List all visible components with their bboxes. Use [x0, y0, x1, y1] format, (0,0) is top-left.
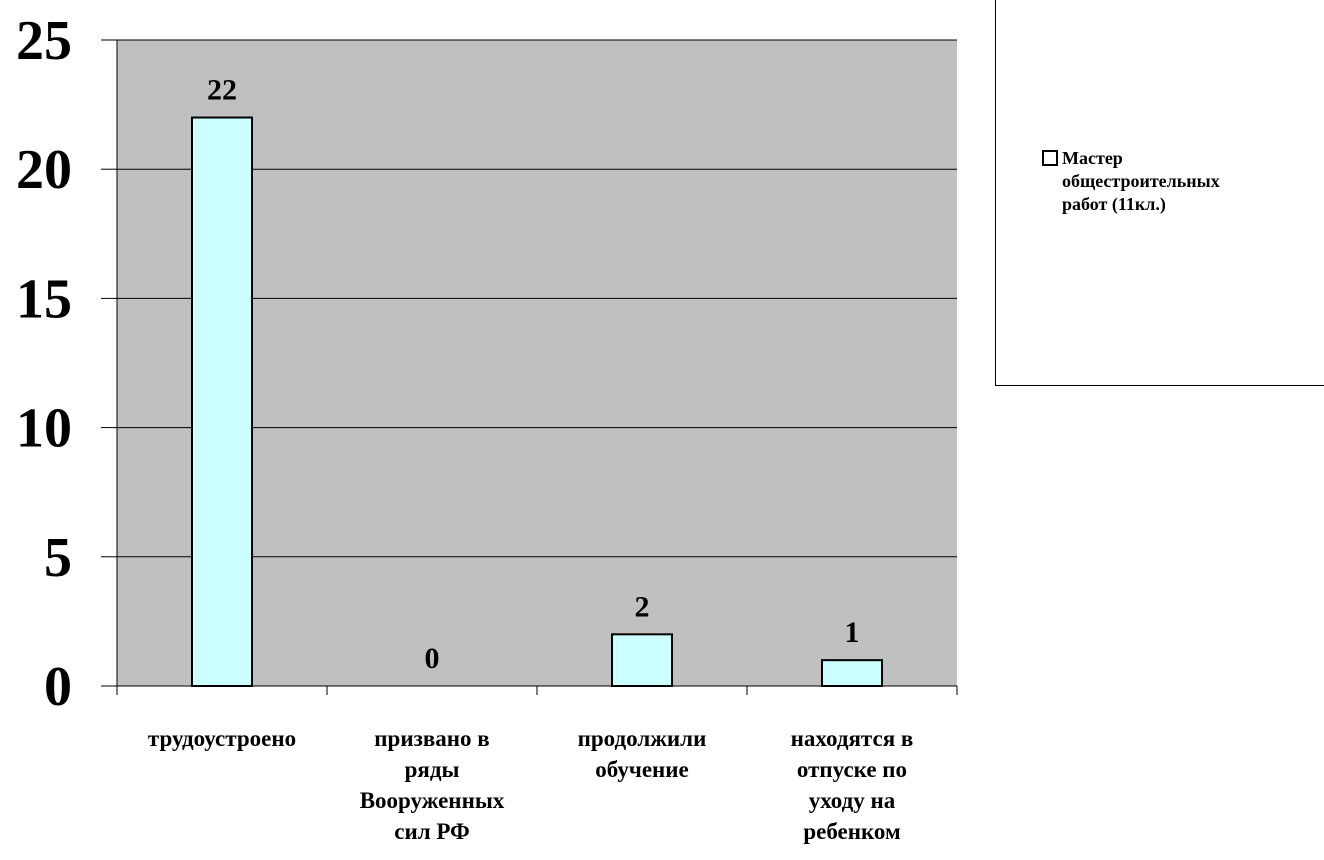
axes — [101, 39, 958, 695]
bars — [191, 116, 883, 688]
x-tick-label: продолжили обучение — [578, 726, 707, 782]
x-tick-label: призвано в ряды Вооруженных сил РФ — [360, 726, 505, 844]
data-label: 2 — [635, 590, 650, 623]
y-tick-label: 25 — [16, 10, 72, 72]
y-tick-label: 0 — [44, 656, 72, 718]
grid-lines — [117, 39, 957, 558]
y-tick-label: 20 — [16, 139, 72, 201]
data-label: 1 — [845, 616, 860, 649]
legend-label-line: Мастер — [1062, 148, 1123, 168]
data-label: 22 — [207, 74, 237, 107]
x-tick-label: находятся в отпуске по уходу на ребенком — [791, 726, 914, 844]
legend-label-line: работ (11кл.) — [1062, 194, 1166, 214]
bar — [191, 116, 253, 687]
data-label: 0 — [425, 642, 440, 675]
legend-swatch — [1042, 150, 1058, 166]
y-tick-label: 10 — [16, 398, 72, 460]
bar — [821, 659, 883, 687]
x-tick-label: трудоустроено — [148, 726, 296, 751]
y-tick-label: 15 — [16, 268, 72, 330]
plot-area — [117, 40, 957, 686]
bar — [611, 633, 673, 688]
legend: Мастер общестроительных работ (11кл.) — [995, 0, 1324, 386]
legend-label: Мастер общестроительных работ (11кл.) — [1062, 147, 1302, 216]
x-tick-labels: трудоустроено призвано в ряды Вооруженных си… — [148, 726, 913, 844]
data-labels: 22 0 2 1 — [207, 74, 860, 675]
y-tick-label: 5 — [44, 527, 72, 589]
y-tick-labels: 0 5 10 15 20 25 — [16, 10, 72, 718]
legend-item: Мастер общестроительных работ (11кл.) — [1042, 147, 1302, 216]
legend-label-line: общестроительных — [1062, 171, 1220, 191]
